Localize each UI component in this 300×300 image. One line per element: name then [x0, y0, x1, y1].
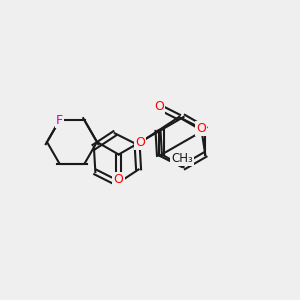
Text: O: O — [196, 122, 206, 135]
Text: O: O — [135, 136, 145, 148]
Text: CH₃: CH₃ — [171, 152, 193, 165]
Text: O: O — [114, 173, 124, 186]
Text: F: F — [56, 114, 63, 127]
Text: O: O — [154, 100, 164, 113]
